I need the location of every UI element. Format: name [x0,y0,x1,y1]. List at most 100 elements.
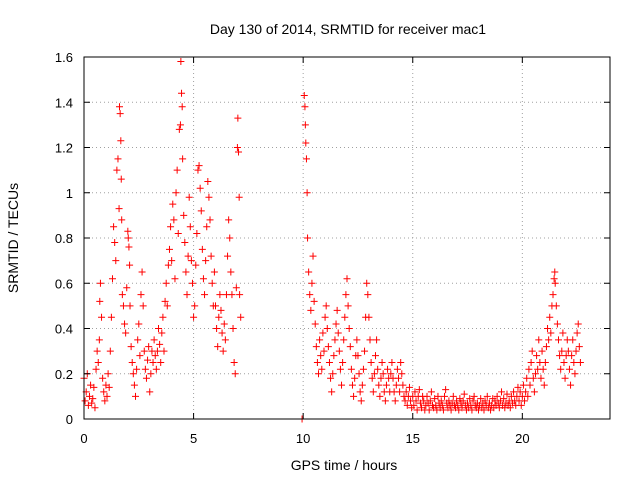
data-point [183,291,191,299]
data-point [155,325,163,332]
data-point [568,352,576,360]
y-tick-label: 1.6 [55,50,73,65]
data-point [514,383,522,391]
data-point [311,320,319,328]
data-point [469,397,477,405]
data-point [106,347,114,355]
data-point [303,189,311,197]
data-point [305,268,313,276]
data-point [134,336,142,344]
data-point [197,207,205,215]
data-point [403,401,411,409]
data-point [410,401,418,409]
data-point [402,388,410,396]
data-point [341,313,349,321]
data-point [227,268,235,276]
data-point [150,336,158,344]
data-point [140,347,148,355]
data-point [538,347,546,355]
data-point [220,320,228,328]
data-point [551,268,559,276]
data-point [434,392,442,400]
data-point [121,320,129,328]
data-point [231,370,239,378]
data-point [163,302,171,310]
data-point [308,279,316,287]
y-tick-label: 0.8 [55,231,73,246]
data-point [546,313,554,321]
data-point [366,336,374,344]
chart-title: Day 130 of 2014, SRMTID for receiver mac… [210,21,486,37]
data-point [207,252,215,260]
data-point [371,352,379,360]
data-point [470,392,478,400]
data-point [96,297,104,305]
data-point [378,358,386,366]
data-point [234,114,242,122]
data-point [195,162,203,170]
data-point [367,358,375,366]
axis-ticks: 0 0.2 0.4 0.6 0.8 1 1.2 1.4 1.6 0 5 10 15 20 [55,50,610,446]
data-point [541,358,549,366]
data-point [201,291,209,299]
data-point [212,302,219,310]
data-point [438,401,446,409]
y-tick-label: 1 [66,186,73,201]
data-point [204,177,212,185]
data-point [185,193,193,201]
data-point [373,336,381,344]
data-point [356,388,364,396]
data-point [168,257,176,265]
data-point [483,392,491,400]
data-point [569,336,577,344]
data-point [535,336,543,344]
data-point [571,370,579,378]
data-point [214,343,222,351]
data-point [146,388,154,396]
data-point [365,313,373,321]
data-point [539,365,547,373]
data-point [135,320,143,328]
data-point [137,291,145,299]
data-point [142,374,150,382]
data-point [199,275,207,283]
data-point [237,313,245,321]
data-point [122,329,130,337]
x-axis-label: GPS time / hours [291,457,398,473]
data-point [354,352,362,360]
data-point [310,297,318,305]
data-point [156,340,164,348]
data-point [323,325,331,332]
data-point [449,392,457,400]
data-point [182,268,190,276]
data-point [187,257,195,265]
data-point [493,392,501,400]
data-point [94,358,102,366]
data-point [399,381,407,389]
data-point [206,216,214,224]
data-point [529,374,537,382]
data-point [370,370,378,378]
data-point [357,397,365,405]
data-point [95,336,103,344]
data-point [339,358,347,366]
data-point [350,392,358,400]
data-point [126,261,134,269]
data-point [181,239,189,247]
data-point [537,374,545,382]
data-point [423,392,431,400]
data-point [161,297,169,305]
data-point [96,279,104,287]
data-point [175,125,183,133]
y-tick-label: 0.4 [55,322,73,337]
data-point [236,291,244,299]
data-point [144,356,152,364]
data-point [519,381,527,389]
data-point [557,365,565,373]
data-point [92,365,100,373]
data-point [355,370,363,378]
data-point [129,370,137,378]
data-point [396,388,404,396]
data-point [559,329,567,337]
data-points [80,58,584,423]
